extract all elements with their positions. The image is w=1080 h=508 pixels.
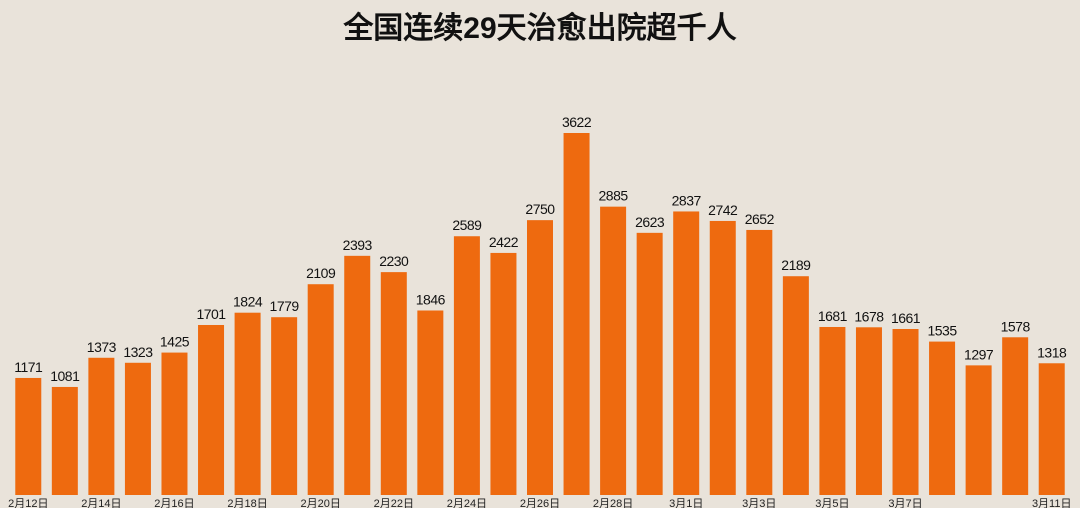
bar xyxy=(234,312,261,495)
bar xyxy=(344,255,371,495)
value-label: 1171 xyxy=(14,359,43,375)
value-label: 1578 xyxy=(1001,318,1031,334)
bar xyxy=(124,362,151,495)
bar xyxy=(380,272,407,495)
x-tick-label: 3月5日 xyxy=(815,498,849,508)
value-label: 3622 xyxy=(562,114,592,130)
value-label: 1323 xyxy=(123,344,153,360)
bar xyxy=(161,352,188,495)
bar xyxy=(746,229,773,495)
value-label: 1318 xyxy=(1037,344,1067,360)
bar xyxy=(929,341,956,495)
value-label: 1824 xyxy=(233,294,263,310)
bar xyxy=(51,386,78,495)
bar xyxy=(819,326,846,495)
value-label: 1425 xyxy=(160,334,190,350)
bar xyxy=(271,317,298,495)
x-tick-label: 3月3日 xyxy=(742,498,776,508)
bar xyxy=(855,327,882,495)
chart-title: 全国连续29天治愈出院超千人 xyxy=(342,11,736,45)
x-tick-label: 3月1日 xyxy=(669,498,703,508)
x-tick-label: 2月12日 xyxy=(8,498,48,508)
x-tick-label: 2月14日 xyxy=(81,498,121,508)
value-label: 2750 xyxy=(525,201,555,217)
bar xyxy=(673,211,700,495)
value-label: 2393 xyxy=(343,237,373,253)
value-label: 2230 xyxy=(379,253,409,269)
bar xyxy=(88,357,115,495)
value-label: 2589 xyxy=(452,217,482,233)
x-tick-label: 3月11日 xyxy=(1032,498,1072,508)
x-tick-label: 2月20日 xyxy=(301,498,341,508)
bar xyxy=(782,276,809,495)
value-label: 2623 xyxy=(635,214,665,230)
value-label: 1779 xyxy=(270,298,300,314)
bar xyxy=(1038,363,1065,495)
value-label: 2742 xyxy=(708,202,738,218)
bar xyxy=(453,236,480,495)
bar xyxy=(527,220,553,495)
value-label: 2422 xyxy=(489,234,519,250)
bar xyxy=(307,284,334,495)
x-tick-label: 2月18日 xyxy=(227,498,267,508)
value-label: 1701 xyxy=(196,306,226,322)
bar xyxy=(1002,337,1029,495)
bar xyxy=(563,133,590,495)
value-label: 1535 xyxy=(927,323,957,339)
value-label: 2837 xyxy=(672,192,702,208)
x-tick-label: 3月7日 xyxy=(888,498,922,508)
value-label: 2109 xyxy=(306,265,336,281)
x-tick-label: 2月28日 xyxy=(593,498,633,508)
value-label: 1297 xyxy=(964,346,994,362)
bar xyxy=(198,324,225,495)
value-label: 2189 xyxy=(781,257,811,273)
x-tick-label: 2月26日 xyxy=(520,498,560,508)
x-tick-label: 2月22日 xyxy=(374,498,414,508)
bar xyxy=(965,365,992,495)
bar xyxy=(15,377,42,495)
x-tick-label: 2月24日 xyxy=(447,498,487,508)
bar xyxy=(490,252,517,495)
bar xyxy=(600,206,627,495)
bar xyxy=(892,328,919,495)
value-label: 1373 xyxy=(87,339,117,355)
bar xyxy=(709,220,736,495)
value-label: 1081 xyxy=(50,368,80,384)
value-label: 1678 xyxy=(854,308,884,324)
bar xyxy=(636,232,663,495)
value-label: 1846 xyxy=(416,292,446,308)
value-label: 1681 xyxy=(818,308,848,324)
value-label: 2885 xyxy=(599,188,629,204)
bar xyxy=(417,310,444,495)
value-label: 1661 xyxy=(891,310,921,326)
x-tick-label: 2月16日 xyxy=(154,498,194,508)
value-label: 2652 xyxy=(745,211,775,227)
